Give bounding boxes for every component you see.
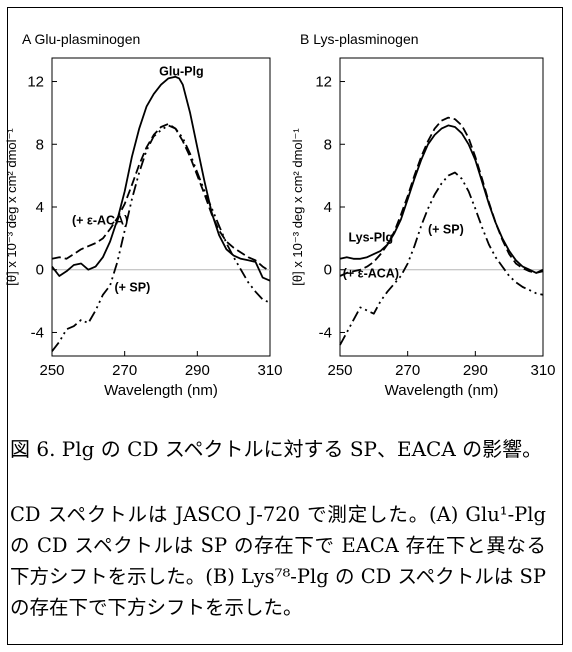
x-tick-label-a: 290 [185,362,210,379]
y-axis-label-b: [θ] x 10⁻³ deg x cm² dmol⁻¹ [290,128,305,286]
y-tick-label-a: 12 [27,74,44,91]
y-tick-label-a: -4 [31,324,44,341]
annotation-b: Lys-Plg [348,231,393,245]
plot-area-a [51,57,271,357]
series-dashed-a [51,123,271,273]
x-tick-label-a: 270 [112,362,137,379]
y-tick-label-b: 0 [324,262,332,279]
annotation-b: (+ SP) [428,223,464,237]
series-dashdotdot-b [339,171,544,346]
x-tick-label-b: 290 [463,362,488,379]
figure-frame [7,7,563,645]
y-tick-label-b: 4 [324,199,332,216]
x-tick-label-a: 250 [39,362,64,379]
y-tick-label-a: 8 [36,136,44,153]
annotation-b: (+ ε-ACA) [343,267,399,281]
series-dashdotdot-a [51,124,271,352]
x-tick-label-a: 310 [257,362,282,379]
x-tick-label-b: 310 [530,362,555,379]
chart-title-a: A Glu-plasminogen [22,31,140,47]
x-tick-label-b: 250 [327,362,352,379]
y-tick-label-b: -4 [319,324,332,341]
annotation-a: (+ SP) [114,281,150,295]
chart-a: -4 0 4 8 12 250 270 290 310 A Glu-plasminogen Wave… [4,31,283,399]
annotation-a: (+ ε-ACA) [72,213,128,227]
figure-caption-title: 図 6. Plg の CD スペクトルに対する SP、EACA の影響。 [10,437,543,461]
x-tick-label-b: 270 [395,362,420,379]
annotation-a: Glu-Plg [159,64,203,78]
chart-title-b: B Lys-plasminogen [300,31,419,47]
y-tick-label-a: 4 [36,199,44,216]
x-axis-label-b: Wavelength (nm) [385,382,499,399]
chart-b: -4 0 4 8 12 250 270 290 310 B Lys-plasminogen Wave… [290,31,556,399]
y-axis-label-a: [θ] x 10⁻³ deg x cm² dmol⁻¹ [4,128,19,286]
plot-area-b [339,57,544,357]
figure-caption-body: CD スペクトルは JASCO J-720 で測定した。(A) Glu¹-Plg… [10,503,546,619]
y-tick-label-b: 8 [324,136,332,153]
series-solid-a [51,75,271,282]
series-solid-b [339,124,544,274]
series-dashed-b [339,116,544,277]
y-tick-label-a: 0 [36,262,44,279]
figure-charts: -4 0 4 8 12 250 270 290 310 A Glu-plasminogen Wave… [4,31,556,399]
x-axis-label-a: Wavelength (nm) [104,382,218,399]
y-tick-label-b: 12 [315,74,332,91]
